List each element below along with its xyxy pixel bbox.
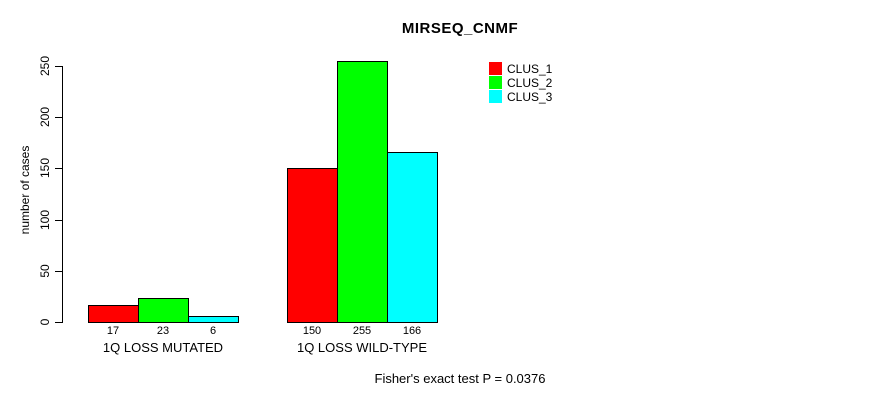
y-axis-tick-label: 250: [38, 55, 52, 77]
bar-value-label: 6: [209, 325, 217, 337]
y-axis-tick: [55, 117, 62, 118]
bar-value-label: 17: [106, 325, 120, 337]
bar-value-label: 255: [352, 325, 372, 337]
y-axis-label: number of cases: [18, 145, 32, 235]
legend-entry: CLUS_2: [489, 75, 553, 90]
legend-entry-label: CLUS_3: [507, 89, 553, 104]
bar-clus_1-group1: [88, 305, 139, 323]
y-axis-tick: [55, 66, 62, 67]
category-label: 1Q LOSS MUTATED: [102, 340, 224, 355]
bar-clus_2-group2: [337, 61, 388, 323]
bar-clus_1-group2: [287, 168, 338, 323]
y-axis-tick: [55, 271, 62, 272]
y-axis-tick-label: 200: [38, 106, 52, 128]
y-axis-tick: [55, 322, 62, 323]
y-axis-tick-label: 150: [38, 157, 52, 179]
bar-value-label: 150: [302, 325, 322, 337]
legend-entry: CLUS_3: [489, 89, 553, 104]
legend-entry-label: CLUS_2: [507, 75, 553, 90]
bar-clus_3-group1: [188, 316, 239, 323]
y-axis-tick-label: 50: [38, 264, 52, 278]
bar-value-label: 166: [402, 325, 422, 337]
clus_3-swatch: [489, 90, 502, 103]
y-axis-tick-label: 100: [38, 209, 52, 231]
bar-value-label: 23: [156, 325, 170, 337]
legend: CLUS_1 CLUS_2 CLUS_3: [489, 61, 553, 104]
legend-entry-label: CLUS_1: [507, 61, 553, 76]
legend-entry: CLUS_1: [489, 61, 553, 76]
y-axis-tick-label: 0: [38, 318, 52, 326]
y-axis-line: [62, 66, 63, 323]
chart-title: MIRSEQ_CNMF: [401, 20, 519, 37]
clus_1-swatch: [489, 62, 502, 75]
category-label: 1Q LOSS WILD-TYPE: [296, 340, 428, 355]
y-axis-tick: [55, 220, 62, 221]
bar-clus_2-group1: [138, 298, 189, 323]
y-axis-tick: [55, 168, 62, 169]
bar-clus_3-group2: [387, 152, 438, 323]
clus_2-swatch: [489, 76, 502, 89]
chart-footer-text: Fisher's exact test P = 0.0376: [374, 371, 546, 386]
